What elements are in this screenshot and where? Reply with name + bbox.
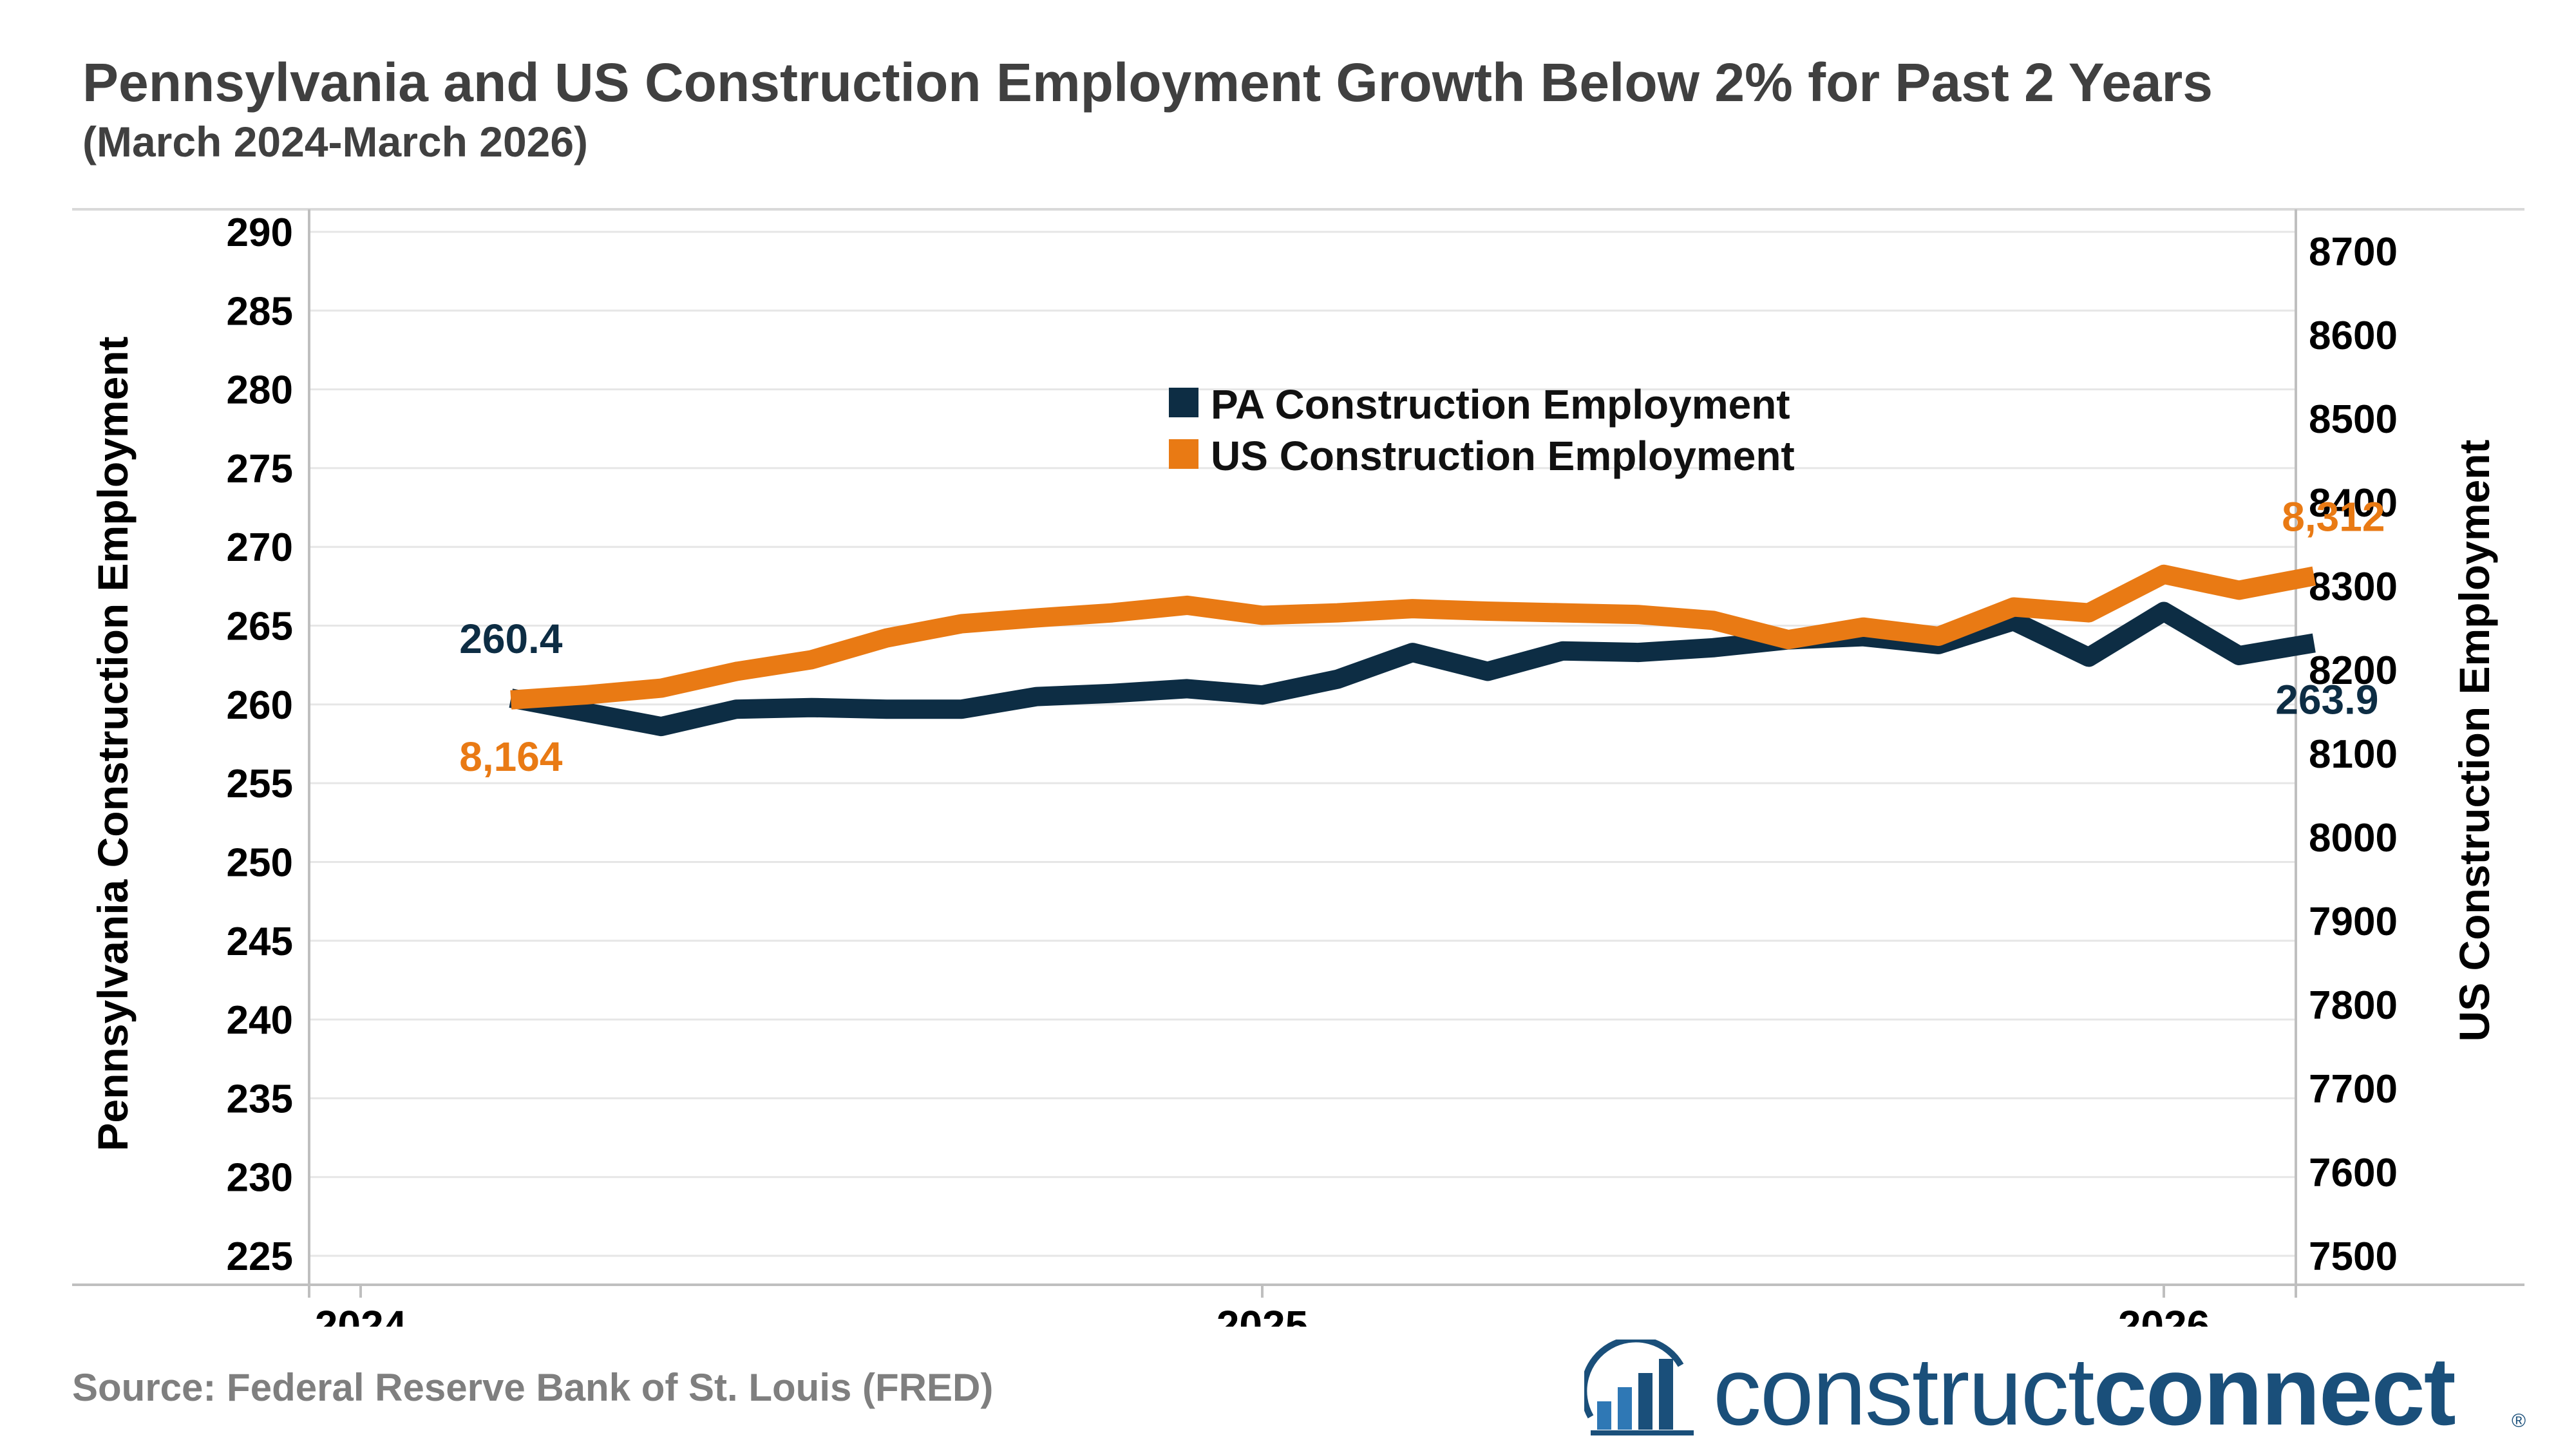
gridlines — [309, 231, 2296, 1257]
legend-label: US Construction Employment — [1211, 433, 1795, 479]
y-left-tick-label: 245 — [227, 920, 293, 964]
y-left-tick-label: 235 — [227, 1077, 293, 1121]
y-right-tick-label: 7800 — [2309, 983, 2398, 1028]
y-left-tick-label: 290 — [227, 211, 293, 255]
y-right-tick-label: 8400 — [2309, 481, 2398, 526]
legend-swatch — [1169, 439, 1198, 469]
y-right-tick-label: 8600 — [2309, 314, 2398, 358]
y-left-tick-label: 265 — [227, 605, 293, 649]
chart-title: Pennsylvania and US Construction Employm… — [82, 52, 2213, 113]
legend: PA Construction Employment US Constructio… — [1169, 381, 1795, 479]
y-right-tick-label: 8300 — [2309, 565, 2398, 609]
data-label: 260.4 — [459, 616, 563, 662]
y-right-tick-label: 8000 — [2309, 816, 2398, 860]
source-note: Source: Federal Reserve Bank of St. Loui… — [72, 1366, 994, 1409]
y-left-tick-label: 230 — [227, 1156, 293, 1200]
axes: 225 230 235 240 245 250 255 260 265 270 275 280 285 2… — [72, 208, 2524, 1327]
y-left-tick-label: 250 — [227, 840, 293, 885]
data-label: 263.9 — [2275, 676, 2378, 723]
constructconnect-logo: constructconnect ® — [1584, 1340, 2531, 1443]
y-left-tick-label: 255 — [227, 762, 293, 806]
data-labels: 260.4 263.9 8,164 8,312 — [459, 493, 2385, 779]
data-label: 8,164 — [459, 734, 563, 780]
y-left-tick-label: 285 — [227, 289, 293, 334]
y-right-tick-label: 8700 — [2309, 230, 2398, 274]
x-tick-label: 2026 — [2118, 1302, 2210, 1327]
y-right-tick-label: 8200 — [2309, 649, 2398, 693]
y-left-axis-title: Pennsylvania Construction Employment — [89, 336, 137, 1151]
registered-mark: ® — [2512, 1410, 2526, 1432]
y-left-tick-label: 270 — [227, 526, 293, 570]
y-right-tick-label: 7700 — [2309, 1067, 2398, 1112]
y-right-tick-label: 7600 — [2309, 1151, 2398, 1195]
y-left-tick-label: 275 — [227, 447, 293, 491]
logo-word-construct: construct — [1713, 1337, 2095, 1445]
x-tick-label: 2025 — [1217, 1302, 1308, 1327]
y-left-tick-label: 280 — [227, 368, 293, 413]
data-label: 8,312 — [2282, 493, 2385, 540]
x-tick-label: 2024 — [315, 1302, 407, 1327]
logo-wordmark: constructconnect — [1713, 1337, 2456, 1445]
y-right-tick-label: 8500 — [2309, 397, 2398, 442]
pa-series-line — [509, 601, 2316, 737]
building-logo-icon — [1584, 1340, 1694, 1435]
us-series-line — [510, 564, 2316, 710]
y-left-tick-label: 225 — [227, 1235, 293, 1279]
y-right-tick-label: 7500 — [2309, 1235, 2398, 1279]
logo-word-connect: connect — [2093, 1337, 2456, 1445]
y-left-tick-label: 260 — [227, 683, 293, 728]
series-lines — [509, 564, 2316, 737]
y-right-tick-label: 7900 — [2309, 900, 2398, 944]
chart-subtitle: (March 2024-March 2026) — [82, 118, 589, 166]
y-right-axis-title: US Construction Employment — [2450, 439, 2498, 1041]
y-right-tick-label: 8100 — [2309, 732, 2398, 777]
legend-swatch — [1169, 388, 1198, 417]
y-left-tick-label: 240 — [227, 998, 293, 1043]
legend-label: PA Construction Employment — [1211, 381, 1790, 428]
line-chart: 225 230 235 240 245 250 255 260 265 270 275 280 285 2… — [72, 208, 2524, 1327]
